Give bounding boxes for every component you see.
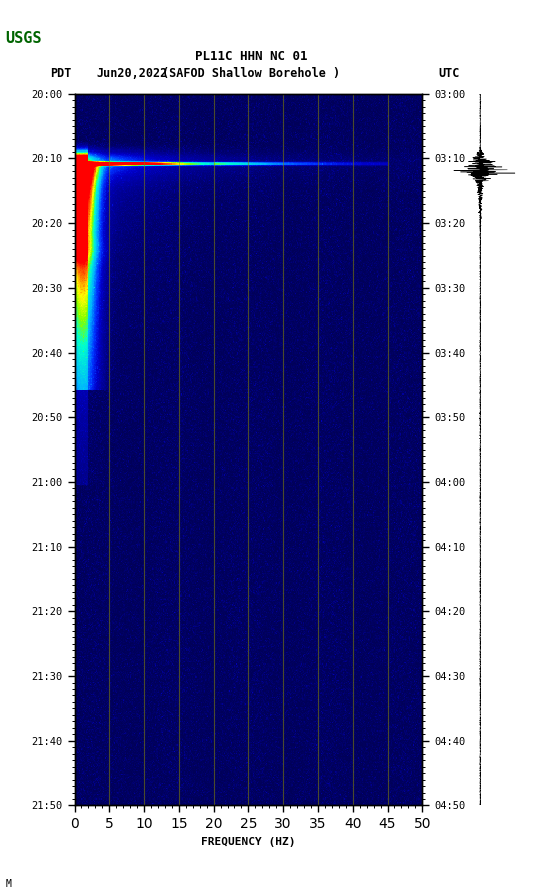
- Text: M: M: [6, 880, 12, 889]
- X-axis label: FREQUENCY (HZ): FREQUENCY (HZ): [201, 837, 296, 847]
- Text: (SAFOD Shallow Borehole ): (SAFOD Shallow Borehole ): [162, 67, 340, 80]
- Text: PDT: PDT: [50, 67, 71, 80]
- Text: PL11C HHN NC 01: PL11C HHN NC 01: [195, 49, 307, 63]
- Text: UTC: UTC: [439, 67, 460, 80]
- Text: Jun20,2022: Jun20,2022: [97, 67, 168, 80]
- Text: USGS: USGS: [6, 31, 42, 46]
